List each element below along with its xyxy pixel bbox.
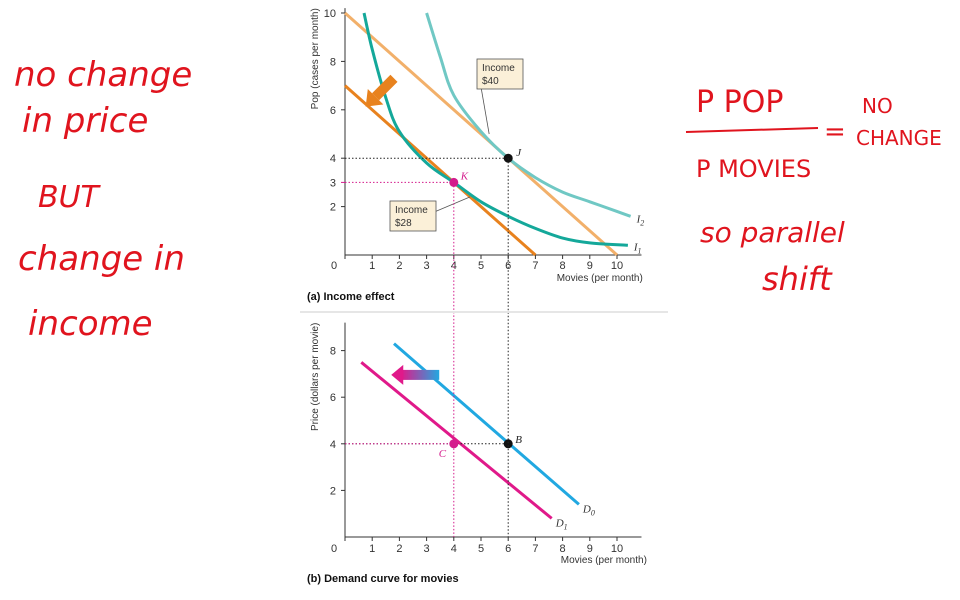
chart-a: 0 1 2 3 4 5 6 7 8 9 10 2 4 6 8 10 3 Movies (per month) Pop… — [307, 8, 644, 303]
annotation-income-40-line2: $40 — [482, 76, 499, 87]
handwritten-left-note: no change in price BUT change in income — [14, 55, 192, 344]
handwritten-no: NO — [862, 94, 893, 118]
annotation-income-28-box — [389, 200, 437, 232]
demand-curve-d0 — [393, 342, 580, 506]
handwritten-equals: = — [824, 117, 846, 147]
handwritten-left-line: income — [28, 304, 153, 344]
b-x-tick-label: 10 — [611, 543, 623, 555]
demand-shift-arrow-shaft — [401, 369, 440, 380]
a-x-tick-label: 6 — [505, 260, 511, 272]
b-y-axis-title: Price (dollars per movie) — [310, 323, 321, 431]
annotation-income-28-line1: Income — [395, 205, 428, 216]
annotation-income-28: Income $28 — [389, 196, 471, 232]
point-b — [503, 439, 513, 449]
b-x-tick-label: 7 — [532, 543, 538, 555]
handwritten-left-line: no change — [14, 55, 192, 95]
annotation-income-40: Income $40 — [476, 58, 524, 135]
annotation-income-40-line1: Income — [482, 63, 515, 74]
handwritten-denominator: P MOVIES — [696, 155, 811, 183]
handwritten-shift: shift — [762, 260, 833, 298]
budget-line-28 — [344, 84, 537, 257]
b-y-tick-label: 2 — [330, 485, 336, 497]
b-x-tick-label: 6 — [505, 543, 511, 555]
demand-shift-arrow — [391, 364, 440, 385]
annotation-income-40-leader — [480, 86, 490, 135]
label-d0: D0 — [582, 503, 595, 517]
b-x-tick-label: 8 — [560, 543, 566, 555]
a-x-tick-label: 4 — [451, 260, 457, 272]
b-y-tick-label: 6 — [330, 392, 336, 404]
handwritten-numerator: P POP — [696, 85, 783, 120]
a-y-tick-label-highlight: 3 — [330, 177, 336, 189]
budget-shift-arrow — [365, 74, 398, 107]
annotation-income-40-box — [476, 58, 524, 90]
point-c — [449, 439, 459, 449]
a-y-tick-label: 10 — [324, 8, 336, 20]
b-x-tick-label: 4 — [451, 543, 457, 555]
handwritten-so-parallel: so parallel — [700, 216, 845, 249]
handwritten-right-note: P POP P MOVIES = NO CHANGE so parallel shift — [685, 85, 942, 298]
handwritten-left-line: BUT — [38, 180, 102, 215]
b-caption: (b) Demand curve for movies — [307, 573, 459, 585]
a-y-tick-label: 4 — [330, 153, 336, 165]
indifference-curve-i2 — [425, 12, 632, 218]
b-x-tick-label: 2 — [396, 543, 402, 555]
label-i1: I1 — [633, 241, 642, 255]
a-x-tick-label: 0 — [331, 260, 337, 272]
a-x-tick-label: 10 — [611, 260, 623, 272]
b-y-tick-label: 8 — [330, 346, 336, 358]
point-b-label: B — [515, 434, 522, 446]
a-x-tick-label: 5 — [478, 260, 484, 272]
point-k-label: K — [460, 170, 469, 182]
point-c-label: C — [439, 448, 447, 460]
point-j-label: J — [516, 147, 522, 159]
a-x-tick-label: 1 — [369, 260, 375, 272]
b-x-axis-title: Movies (per month) — [561, 555, 647, 566]
a-x-tick-label: 8 — [560, 260, 566, 272]
handwritten-fraction-bar — [685, 127, 819, 133]
handwritten-left-line: change in — [18, 239, 185, 279]
a-y-tick-label: 8 — [330, 56, 336, 68]
b-x-tick-label: 3 — [424, 543, 430, 555]
a-y-axis-title: Pop (cases per month) — [310, 8, 321, 109]
a-x-tick-label: 9 — [587, 260, 593, 272]
a-caption: (a) Income effect — [307, 291, 395, 303]
b-x-tick-label: 9 — [587, 543, 593, 555]
b-y-tick-label: 4 — [330, 439, 336, 451]
b-x-tick-label: 0 — [331, 543, 337, 555]
b-x-tick-label: 1 — [369, 543, 375, 555]
b-x-tick-label: 5 — [478, 543, 484, 555]
label-i2: I2 — [636, 213, 645, 227]
a-x-tick-label: 2 — [396, 260, 402, 272]
a-x-tick-label: 3 — [424, 260, 430, 272]
handwritten-left-line: in price — [22, 101, 148, 141]
a-y-tick-label: 2 — [330, 202, 336, 214]
label-d1: D1 — [555, 517, 568, 531]
a-x-tick-label: 7 — [532, 260, 538, 272]
annotation-income-28-line2: $28 — [395, 218, 412, 229]
budget-line-40 — [344, 11, 618, 257]
a-y-tick-label: 6 — [330, 105, 336, 117]
handwritten-change: CHANGE — [856, 126, 942, 150]
budget-shift-arrow-shaft — [372, 74, 398, 101]
demand-shift-arrow-head — [391, 364, 404, 385]
a-x-axis-title: Movies (per month) — [557, 273, 643, 284]
budget-shift-arrow-head — [365, 88, 384, 107]
